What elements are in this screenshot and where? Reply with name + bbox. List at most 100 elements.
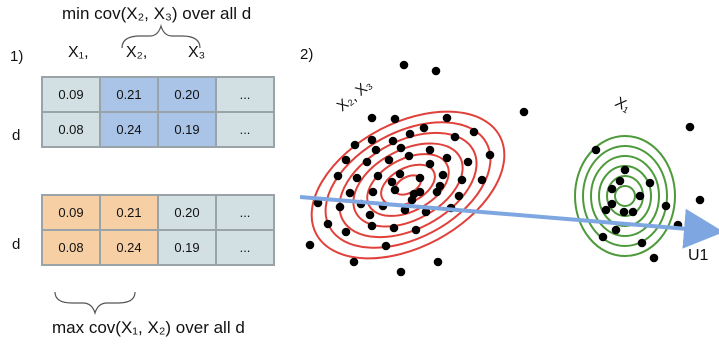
data-point [454, 191, 464, 201]
table-cell: 0.09 [42, 195, 100, 230]
data-point [399, 60, 409, 70]
data-point [305, 240, 315, 250]
data-point [607, 199, 617, 209]
data-points [305, 60, 705, 277]
column-header-x3: X₃ [188, 44, 206, 61]
data-point [367, 135, 377, 145]
panel-label-1: 1) [10, 48, 24, 65]
data-point [463, 157, 473, 167]
data-point [352, 173, 362, 183]
data-point [407, 195, 417, 205]
data-point [615, 176, 625, 186]
data-point [469, 127, 479, 137]
data-point [396, 267, 406, 277]
table-cell: 0.19 [158, 112, 216, 147]
data-point [333, 171, 343, 181]
data-point [695, 195, 705, 205]
data-point [362, 157, 372, 167]
table-cell: 0.21 [100, 77, 158, 112]
table-bottom: 0.09 0.21 0.20 ... 0.08 0.24 0.19 ... [41, 194, 275, 266]
data-point [341, 155, 351, 165]
data-point [419, 123, 429, 133]
panel-label-2: 2) [300, 46, 314, 63]
data-point [442, 153, 452, 163]
green-ellipses [574, 135, 676, 257]
table-cell: 0.08 [42, 112, 100, 147]
data-point [411, 225, 421, 235]
data-point [365, 210, 375, 220]
data-point [400, 205, 410, 215]
data-point [485, 150, 495, 160]
data-point [389, 223, 399, 233]
contour-ring [590, 155, 660, 237]
data-point [345, 188, 355, 198]
top-caption: min cov(X₂, X₃) over all d [62, 4, 252, 23]
data-point [685, 122, 695, 132]
data-point [368, 187, 378, 197]
u1-label: U1 [688, 247, 709, 264]
data-point [607, 184, 617, 194]
table-cell: ... [216, 112, 274, 147]
table-cell: 0.19 [158, 230, 216, 265]
data-point [313, 198, 323, 208]
data-point [611, 225, 621, 235]
data-point [450, 132, 460, 142]
data-point [415, 173, 425, 183]
left-cluster-label: X₂, X₃ [334, 76, 376, 115]
data-point [425, 159, 435, 169]
table-cell: 0.21 [100, 195, 158, 230]
data-point [620, 165, 630, 175]
data-point [435, 181, 445, 191]
data-point [373, 171, 383, 181]
u1-arrow [299, 195, 719, 249]
data-point [367, 113, 377, 123]
data-point [431, 66, 441, 76]
table-cell: 0.08 [42, 230, 100, 265]
column-header-x1: X₁, [68, 44, 89, 61]
data-point [628, 207, 638, 217]
data-point [350, 140, 360, 150]
table-cell: ... [216, 195, 274, 230]
table-cell: 0.20 [158, 195, 216, 230]
brace-bottom [54, 291, 136, 316]
data-point [598, 232, 608, 242]
data-point [335, 202, 345, 212]
row-label-d-top: d [12, 127, 21, 144]
contour-ring [614, 185, 636, 207]
table-cell: ... [216, 230, 274, 265]
contour-ring [352, 142, 464, 228]
data-point [405, 129, 415, 139]
data-point [404, 151, 414, 161]
column-header-x2: X₂, [126, 44, 148, 61]
data-point [591, 145, 601, 155]
contour-ring [338, 131, 478, 239]
contour-ring [324, 121, 492, 249]
data-point [395, 169, 405, 179]
data-point [619, 207, 629, 217]
data-point [390, 114, 400, 124]
table-cell: 0.24 [100, 230, 158, 265]
data-point [415, 187, 425, 197]
data-point [425, 145, 435, 155]
table-top: 0.09 0.21 0.20 ... 0.08 0.24 0.19 ... [41, 76, 275, 148]
data-point [635, 191, 645, 201]
data-point [367, 221, 377, 231]
data-point [433, 257, 443, 267]
data-point [645, 178, 655, 188]
data-point [384, 155, 394, 165]
table-cell: 0.09 [42, 77, 100, 112]
data-point [349, 257, 359, 267]
data-point [442, 113, 452, 123]
table-cell: ... [216, 77, 274, 112]
right-cluster-label: X₁ [612, 94, 634, 116]
table-cell: 0.20 [158, 77, 216, 112]
data-point [387, 177, 397, 187]
brace-top [121, 23, 201, 49]
bottom-caption: max cov(X₁, X₂) over all d [52, 318, 245, 337]
data-point [390, 185, 400, 195]
data-point [421, 207, 431, 217]
data-point [649, 253, 659, 263]
data-point [519, 107, 529, 117]
